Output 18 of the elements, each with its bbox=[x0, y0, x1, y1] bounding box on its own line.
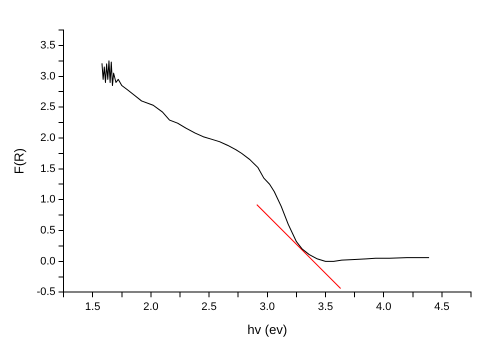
y-tick-label: 3.5 bbox=[40, 39, 56, 52]
x-axis-title: hv (ev) bbox=[247, 322, 288, 337]
y-tick-label: 0.0 bbox=[40, 255, 56, 268]
x-tick-label: 3.0 bbox=[260, 300, 275, 313]
x-tick-label: 1.5 bbox=[85, 300, 100, 313]
y-tick-label: 2.0 bbox=[40, 132, 56, 144]
x-tick-label: 3.5 bbox=[318, 300, 334, 313]
x-tick-label: 4.0 bbox=[376, 300, 392, 313]
y-tick-label: 3.0 bbox=[40, 70, 56, 82]
y-tick-label: 0.5 bbox=[40, 224, 56, 237]
y-tick-label: 1.5 bbox=[40, 162, 56, 175]
x-tick-label: 2.5 bbox=[201, 300, 217, 313]
y-tick-label: 1.0 bbox=[40, 194, 56, 206]
y-axis-title: F(R) bbox=[11, 148, 26, 174]
y-tick-label: -0.5 bbox=[36, 286, 56, 298]
y-tick-label: 2.5 bbox=[40, 101, 56, 114]
x-tick-label: 2.0 bbox=[143, 300, 159, 313]
x-tick-label: 4.5 bbox=[434, 300, 450, 313]
